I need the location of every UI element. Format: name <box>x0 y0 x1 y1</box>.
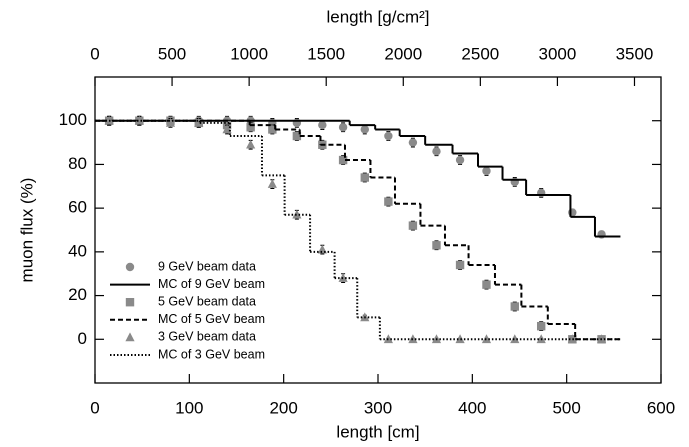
x2-tick-label: 0 <box>90 44 99 63</box>
x-tick-label: 300 <box>364 398 392 417</box>
data-point <box>384 131 393 141</box>
data-point <box>455 260 465 270</box>
legend-label: 3 GeV beam data <box>158 330 256 344</box>
data-point <box>246 123 255 132</box>
x2-tick-label: 3000 <box>539 44 577 63</box>
data-point <box>360 125 369 134</box>
data-point <box>432 147 441 156</box>
y-tick-label: 20 <box>68 285 87 304</box>
legend-swatch <box>125 262 135 272</box>
data-point <box>267 179 277 188</box>
data-point <box>510 302 519 311</box>
y-axis-label: muon flux (%) <box>17 178 36 283</box>
data-point <box>482 280 491 289</box>
legend-swatch <box>125 298 135 307</box>
legend-label: MC of 5 GeV beam <box>158 312 265 326</box>
data-point <box>384 197 393 206</box>
data-point <box>481 334 492 344</box>
x2-tick-label: 500 <box>158 44 186 63</box>
x-tick-label: 600 <box>647 398 675 417</box>
legend-label: 5 GeV beam data <box>158 294 256 308</box>
data-point <box>360 173 369 182</box>
data-point <box>568 208 577 217</box>
x-tick-label: 100 <box>175 398 203 417</box>
y-tick-label: 0 <box>78 329 87 348</box>
data-point <box>408 221 418 230</box>
x2-tick-label: 2500 <box>461 44 499 63</box>
x-tick-label: 0 <box>90 398 99 417</box>
legend-label: MC of 9 GeV beam <box>158 277 265 291</box>
x2-tick-label: 1500 <box>307 44 345 63</box>
x-tick-label: 500 <box>552 398 580 417</box>
data-point <box>246 139 256 149</box>
data-point <box>408 334 418 344</box>
x2-tick-label: 1000 <box>230 44 268 63</box>
data-point <box>455 155 465 165</box>
x-tick-label: 400 <box>458 398 486 417</box>
data-point <box>536 321 546 331</box>
y-tick-label: 60 <box>68 198 87 217</box>
data-point <box>432 241 441 250</box>
data-point <box>455 334 465 344</box>
data-point <box>567 334 577 344</box>
data-point <box>482 166 491 176</box>
x-tick-label: 200 <box>269 398 297 417</box>
data-point <box>408 138 418 147</box>
y-tick-label: 100 <box>59 110 87 129</box>
x2-tick-label: 3500 <box>616 44 654 63</box>
data-point <box>292 131 302 141</box>
legend-swatch <box>125 332 135 342</box>
x2-axis-label: length [g/cm²] <box>327 7 430 26</box>
y-tick-label: 40 <box>68 241 87 260</box>
data-point <box>510 334 520 344</box>
data-point <box>292 209 302 219</box>
data-point <box>338 155 348 165</box>
legend-label: 9 GeV beam data <box>158 259 256 273</box>
data-point <box>268 125 277 134</box>
y-tick-label: 80 <box>68 154 87 173</box>
legend-label: MC of 3 GeV beam <box>158 347 265 361</box>
data-point <box>338 123 348 132</box>
data-point <box>165 117 176 127</box>
data-point <box>318 120 327 130</box>
data-point <box>134 115 144 125</box>
x2-tick-label: 2000 <box>384 44 422 63</box>
x-axis-label: length [cm] <box>336 422 419 441</box>
data-point <box>194 117 204 127</box>
